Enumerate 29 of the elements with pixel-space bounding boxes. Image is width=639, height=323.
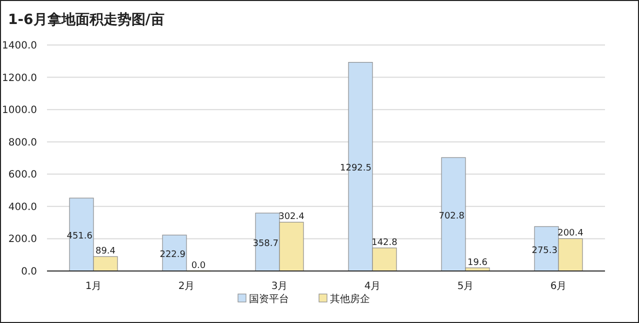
x-tick-label: 1月 — [85, 281, 102, 292]
data-label: 200.4 — [558, 228, 584, 239]
data-label: 142.8 — [372, 238, 398, 248]
data-label: 19.6 — [467, 258, 488, 268]
legend-label: 国资平台 — [249, 293, 289, 305]
x-tick-label: 2月 — [178, 281, 195, 292]
y-tick-label: 1200.0 — [2, 72, 37, 84]
y-tick-label: 200.0 — [8, 234, 37, 246]
legend-label: 其他房企 — [330, 293, 370, 305]
x-tick-label: 5月 — [457, 281, 474, 292]
x-tick-label: 3月 — [271, 281, 288, 292]
data-label: 275.3 — [532, 246, 558, 256]
data-label: 222.9 — [160, 250, 186, 260]
x-tick-label: 4月 — [364, 281, 381, 292]
y-tick-label: 1400.0 — [2, 40, 37, 52]
y-tick-label: 400.0 — [8, 202, 37, 213]
y-tick-label: 800.0 — [8, 137, 37, 148]
data-label: 89.4 — [95, 246, 116, 257]
y-tick-label: 1000.0 — [2, 105, 37, 116]
x-tick-label: 6月 — [550, 281, 567, 292]
data-label: 0.0 — [191, 261, 206, 271]
y-tick-label: 600.0 — [8, 170, 37, 181]
data-label: 451.6 — [66, 232, 93, 242]
data-label: 1292.5 — [340, 164, 372, 174]
data-label: 702.8 — [438, 211, 465, 222]
y-tick-label: 0.0 — [21, 266, 37, 278]
data-label: 358.7 — [252, 239, 278, 250]
chart-title: 1-6月拿地面积走势图/亩 — [8, 11, 164, 28]
data-label: 302.4 — [278, 212, 305, 222]
